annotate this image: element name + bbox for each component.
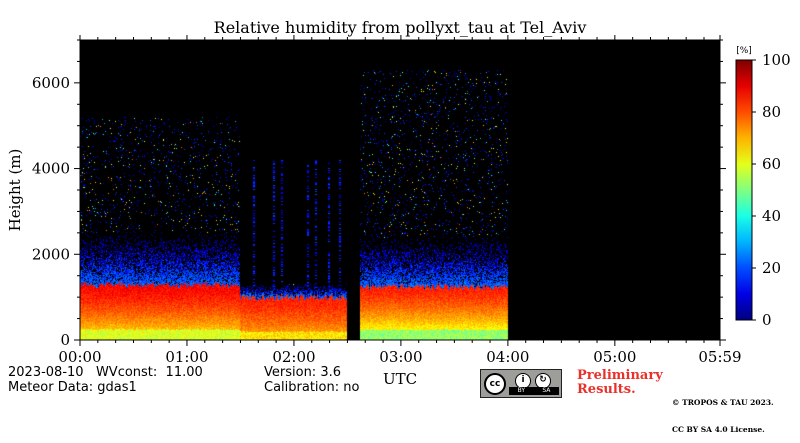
copyright-line-2: CC BY SA 4.0 License. bbox=[672, 425, 765, 434]
preliminary-line-2: Results. bbox=[577, 382, 636, 397]
colorbar-tick-label: 0 bbox=[762, 311, 772, 329]
cc-label-strip: BY SA bbox=[509, 387, 559, 395]
x-tick-label: 04:00 bbox=[486, 348, 529, 366]
preliminary-line-1: Preliminary bbox=[577, 368, 663, 383]
rh-chart: Relative humidity from pollyxt_tau at Te… bbox=[6, 18, 791, 388]
colorbar-tick-label: 80 bbox=[762, 103, 781, 121]
y-tick-label: 4000 bbox=[32, 160, 70, 178]
date-wvconst-text: 2023-08-10 WVconst: 11.00 bbox=[8, 365, 203, 380]
humidity-heatmap bbox=[80, 40, 720, 340]
meteor-data-text: Meteor Data: gdas1 bbox=[8, 380, 137, 395]
y-tick-label: 0 bbox=[60, 331, 70, 349]
x-tick-label: 01:00 bbox=[165, 348, 208, 366]
x-tick-label: 05:00 bbox=[593, 348, 636, 366]
colorbar-tick-label: 40 bbox=[762, 207, 781, 225]
colorbar-tick-label: 60 bbox=[762, 155, 781, 173]
cc-logo-icon: cc bbox=[484, 373, 506, 395]
x-tick-label: 02:00 bbox=[272, 348, 315, 366]
y-tick-label: 6000 bbox=[32, 74, 70, 92]
x-tick-label: 00:00 bbox=[58, 348, 101, 366]
version-text: Version: 3.6 bbox=[264, 365, 341, 380]
cc-by-label: BY bbox=[517, 387, 526, 394]
colorbar-unit-label: [%] bbox=[736, 46, 752, 56]
x-tick-label: 05:59 bbox=[698, 348, 741, 366]
colorbar-tick-label: 20 bbox=[762, 259, 781, 277]
calibration-text: Calibration: no bbox=[264, 380, 360, 395]
cc-sa-label: SA bbox=[542, 387, 551, 394]
cc-license-badge: cc i ↻ BY SA bbox=[480, 369, 562, 398]
y-axis-label: Height (m) bbox=[6, 149, 24, 232]
plot-area bbox=[80, 40, 720, 340]
axes: 00:00 01:00 02:00 03:00 04:00 05:00 05:59 0 2000… bbox=[32, 35, 742, 366]
preliminary-notice: Preliminary Results. bbox=[577, 369, 663, 397]
y-tick-label: 2000 bbox=[32, 245, 70, 263]
colorbar-tick-label: 100 bbox=[762, 51, 791, 69]
chart-title: Relative humidity from pollyxt_tau at Te… bbox=[214, 18, 587, 37]
colorbar-gradient bbox=[735, 59, 753, 321]
colorbar: 0 20 40 60 80 100 bbox=[735, 51, 791, 329]
x-tick-label: 03:00 bbox=[379, 348, 422, 366]
x-axis-label: UTC bbox=[383, 370, 417, 388]
copyright-line-1: © TROPOS & TAU 2023. bbox=[672, 398, 774, 407]
copyright-notice: © TROPOS & TAU 2023. CC BY SA 4.0 Licens… bbox=[672, 380, 774, 443]
